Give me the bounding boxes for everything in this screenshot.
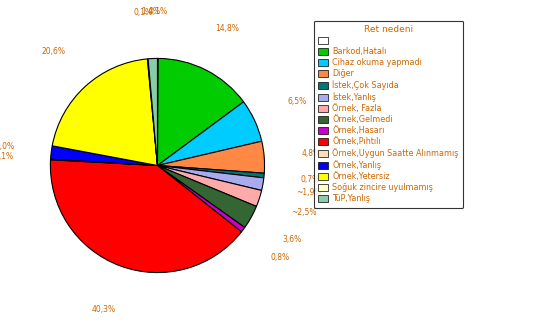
Text: 40,3%: 40,3% <box>91 305 115 314</box>
Wedge shape <box>157 141 264 173</box>
Wedge shape <box>157 59 244 166</box>
Text: ~1,9%: ~1,9% <box>296 188 321 197</box>
Text: 0,1%: 0,1% <box>148 7 167 16</box>
Text: 0,1%: 0,1% <box>134 8 153 17</box>
Text: 0,7%: 0,7% <box>301 175 320 184</box>
Wedge shape <box>157 166 262 207</box>
Text: 3,6%: 3,6% <box>282 235 301 244</box>
Text: 0,8%: 0,8% <box>271 253 290 262</box>
Wedge shape <box>157 102 262 166</box>
Text: ~2,5%: ~2,5% <box>291 209 317 217</box>
Wedge shape <box>157 166 264 178</box>
Text: 20,6%: 20,6% <box>42 47 66 57</box>
Wedge shape <box>157 166 264 190</box>
Text: 14,8%: 14,8% <box>215 24 239 33</box>
Text: 1,4%: 1,4% <box>141 8 160 17</box>
Text: 0,1%: 0,1% <box>0 152 14 161</box>
Legend: , Barkod,Hatalı, Cihaz okuma yapmadı, Diğer, İstek,Çok Sayıda, İstek,Yanlış, Örn: , Barkod,Hatalı, Cihaz okuma yapmadı, Di… <box>313 21 463 208</box>
Wedge shape <box>147 59 157 166</box>
Text: 6,5%: 6,5% <box>287 97 307 106</box>
Wedge shape <box>157 58 158 166</box>
Wedge shape <box>157 166 245 232</box>
Wedge shape <box>50 146 157 166</box>
Wedge shape <box>50 159 157 166</box>
Wedge shape <box>50 160 242 273</box>
Wedge shape <box>52 59 157 166</box>
Wedge shape <box>157 166 256 227</box>
Text: 4,8%: 4,8% <box>301 149 320 158</box>
Wedge shape <box>148 58 157 166</box>
Text: 2,0%: 2,0% <box>0 142 15 151</box>
